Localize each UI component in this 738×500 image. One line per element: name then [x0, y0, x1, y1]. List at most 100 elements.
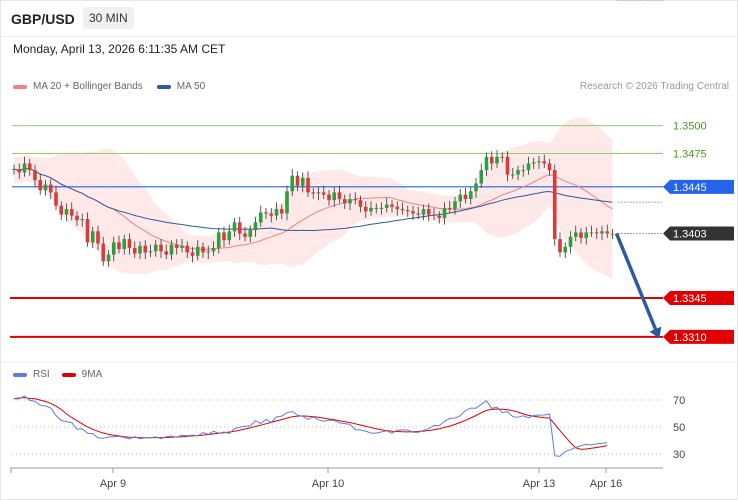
candle: [227, 224, 232, 245]
ma20-legend-label: MA 20 + Bollinger Bands: [33, 81, 143, 92]
candle-body: [138, 245, 142, 254]
candle-body: [369, 207, 373, 212]
candle: [64, 203, 69, 222]
candle-body: [510, 174, 515, 176]
candle-body: [384, 204, 389, 208]
candle-body: [421, 209, 426, 215]
candle-body: [526, 163, 531, 171]
candle: [127, 233, 132, 255]
rsi-legend-label: RSI: [33, 369, 50, 380]
rsi-line: [13, 395, 608, 457]
candle: [111, 236, 116, 262]
candle: [148, 244, 153, 257]
candle-body: [416, 213, 421, 215]
candle: [358, 195, 363, 213]
candle-body: [437, 215, 442, 218]
candle: [22, 156, 27, 177]
forecast-arrow: [614, 232, 659, 334]
candle-body: [264, 212, 268, 214]
candle: [101, 236, 106, 266]
candle: [80, 213, 85, 227]
candle: [537, 155, 541, 170]
candle-body: [405, 210, 410, 212]
candle-body: [253, 222, 258, 231]
candle-body: [216, 232, 221, 248]
candle-body: [117, 242, 121, 250]
candles: [12, 150, 615, 267]
candle: [447, 201, 452, 214]
candle: [489, 151, 494, 171]
candle-body: [463, 194, 468, 200]
candle: [248, 225, 253, 243]
candle-body: [516, 170, 520, 175]
candle-body: [584, 232, 589, 238]
candle-body: [395, 206, 400, 210]
candle: [442, 202, 447, 225]
candle: [216, 227, 221, 254]
candle: [411, 205, 415, 221]
timeframe-button[interactable]: 30 MIN: [83, 7, 134, 29]
candle-body: [579, 232, 583, 238]
candle-body: [568, 236, 573, 247]
candle-body: [169, 244, 174, 255]
candle-body: [127, 239, 132, 248]
candle-body: [390, 204, 394, 207]
candle-body: [185, 245, 190, 253]
candle-body: [180, 245, 184, 248]
candle: [164, 244, 169, 260]
candle: [332, 186, 337, 207]
candle-body: [447, 207, 452, 210]
candle-body: [374, 207, 379, 209]
candle: [48, 179, 53, 200]
level-badge-1.3403: [663, 226, 734, 241]
candle: [421, 204, 426, 221]
candle: [190, 246, 195, 263]
candle-body: [222, 232, 226, 241]
candle-body: [122, 239, 127, 250]
candle-body: [605, 231, 610, 234]
candle-body: [111, 242, 116, 255]
candle-body: [64, 209, 69, 215]
candle: [531, 157, 536, 170]
level-badge-1.3345: [663, 290, 734, 305]
candle: [337, 185, 342, 204]
candle: [405, 205, 410, 217]
candle: [90, 226, 95, 248]
candle-body: [316, 192, 321, 194]
candle-body: [90, 231, 95, 243]
candle-body: [153, 244, 158, 252]
candle: [27, 159, 32, 176]
candle-body: [594, 232, 599, 234]
candle-body: [206, 251, 211, 253]
candle-body: [85, 219, 90, 243]
candle: [552, 164, 557, 246]
ma20-legend-swatch: [13, 84, 27, 89]
candle-body: [159, 244, 163, 252]
candle: [484, 152, 489, 176]
candle: [232, 217, 237, 237]
candle: [395, 201, 400, 216]
x-tick-label: Apr 13: [523, 478, 555, 490]
candle-body: [531, 162, 536, 164]
x-tick-label: Apr 10: [312, 478, 344, 490]
candle: [253, 216, 258, 237]
candle: [258, 205, 263, 227]
candle: [321, 185, 326, 200]
x-tick-label: Apr 9: [100, 478, 126, 490]
candle: [542, 154, 547, 168]
candle: [547, 159, 552, 176]
candle-body: [195, 246, 200, 256]
candle-body: [453, 201, 457, 210]
candle: [400, 202, 405, 215]
candle-body: [474, 183, 478, 192]
candle: [342, 194, 347, 210]
candle: [600, 225, 604, 241]
candle: [201, 242, 205, 258]
candle-body: [227, 231, 232, 241]
candle: [584, 226, 589, 245]
candle: [43, 180, 48, 196]
candle-body: [269, 213, 274, 216]
candle-body: [589, 232, 594, 234]
candle-body: [22, 163, 27, 173]
